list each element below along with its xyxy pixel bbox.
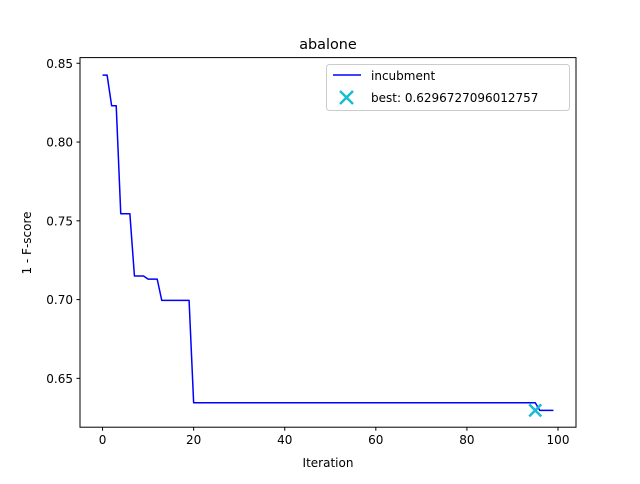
y-tick-label: 0.80 [46, 136, 73, 150]
x-axis-ticks: 0 20 40 60 80 100 [99, 427, 570, 447]
plot-area [79, 57, 577, 428]
legend-frame [326, 64, 570, 111]
x-tick-label: 40 [277, 433, 292, 447]
incumbent-line [102, 74, 554, 412]
legend-x-marker-icon [339, 90, 354, 105]
x-tick-label: 20 [186, 433, 201, 447]
legend: incubment best: 0.6296727096012757 [326, 64, 570, 111]
y-tick-label: 0.65 [46, 372, 73, 386]
y-axis-label: 1 - F-score [20, 211, 34, 274]
axes-frame [79, 57, 577, 428]
y-axis-ticks: 0.65 0.70 0.75 0.80 0.85 [46, 57, 80, 386]
y-tick-label: 0.85 [46, 57, 73, 71]
x-tick-label: 100 [547, 433, 570, 447]
x-tick-label: 80 [459, 433, 474, 447]
legend-entry-incubment: incubment [371, 69, 435, 83]
x-tick-label: 0 [99, 433, 107, 447]
chart-title: abalone [299, 37, 357, 53]
legend-entry-best: best: 0.6296727096012757 [371, 91, 538, 105]
best-point-marker [528, 403, 543, 418]
y-tick-label: 0.70 [46, 293, 73, 307]
y-tick-label: 0.75 [46, 214, 73, 228]
x-axis-label: Iteration [303, 456, 354, 470]
x-tick-label: 60 [368, 433, 383, 447]
